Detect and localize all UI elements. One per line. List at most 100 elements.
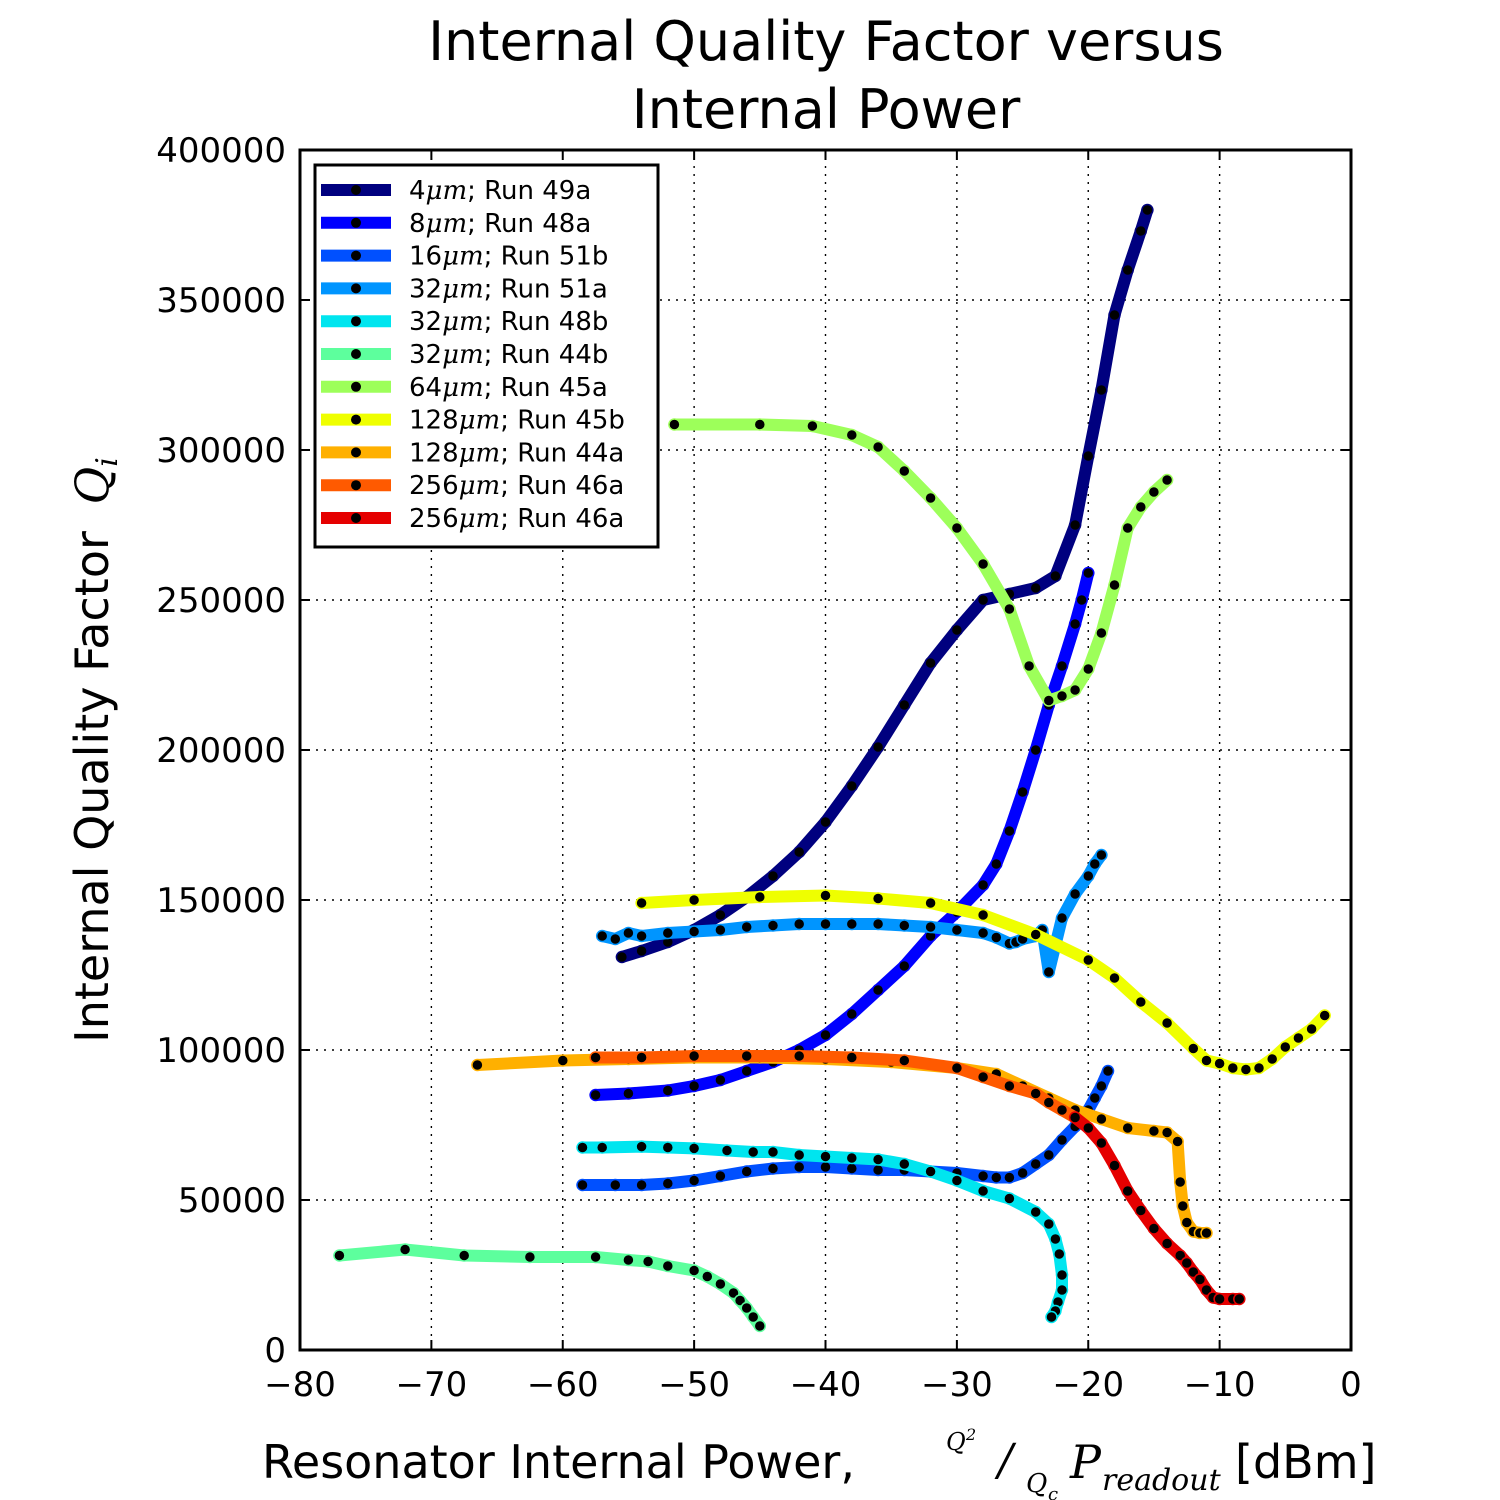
- data-point: [1003, 1079, 1016, 1093]
- data-point: [1095, 1079, 1108, 1093]
- data-point: [924, 920, 937, 934]
- data-point: [898, 919, 911, 932]
- data-point: [1252, 1061, 1266, 1075]
- data-point: [1160, 473, 1174, 487]
- data-point: [1049, 569, 1062, 583]
- data-point: [609, 932, 622, 946]
- data-point: [990, 931, 1003, 944]
- series: [333, 1243, 767, 1333]
- legend-marker: [351, 185, 361, 195]
- x-tick-label: −80: [264, 1365, 336, 1405]
- legend-entry: 32μm; Run 51a: [321, 274, 608, 304]
- data-point: [871, 917, 885, 931]
- legend-entry: 64μm; Run 45a: [321, 373, 608, 403]
- x-tick-label: −40: [790, 1365, 862, 1405]
- legend-entry: 128μm; Run 44a: [321, 438, 624, 468]
- data-point: [990, 857, 1003, 871]
- data-point: [714, 1169, 727, 1183]
- legend-label: 4μm; Run 49a: [409, 176, 591, 206]
- data-point: [740, 1049, 753, 1063]
- data-point: [1200, 1054, 1213, 1067]
- data-point: [1095, 1136, 1108, 1150]
- data-point: [1016, 1166, 1029, 1180]
- data-point: [1055, 659, 1069, 673]
- data-point: [687, 1174, 701, 1187]
- legend-entry: 8μm; Run 48a: [321, 209, 591, 239]
- data-point: [635, 1140, 648, 1153]
- data-point: [1049, 1232, 1062, 1246]
- data-point: [1088, 857, 1102, 871]
- data-point: [622, 1253, 635, 1267]
- data-point: [792, 1148, 806, 1162]
- data-point: [1055, 1133, 1069, 1147]
- series: [615, 203, 1154, 964]
- data-point: [871, 440, 885, 454]
- data-point: [1042, 694, 1056, 707]
- data-point: [457, 1249, 471, 1262]
- x-tick-label: −50: [658, 1365, 730, 1405]
- data-point: [753, 890, 767, 904]
- data-point: [1022, 659, 1036, 673]
- data-point: [1055, 689, 1069, 703]
- data-point: [589, 1088, 602, 1102]
- data-point: [1082, 662, 1095, 676]
- data-point: [976, 1184, 990, 1198]
- data-point: [845, 1007, 859, 1021]
- data-point: [1003, 1192, 1016, 1205]
- data-point: [806, 419, 819, 433]
- data-point: [687, 1264, 701, 1277]
- data-point: [1068, 887, 1082, 901]
- series-line: [620, 208, 1154, 963]
- data-point: [576, 1141, 589, 1154]
- data-point: [333, 1249, 346, 1262]
- y-axis-symbol-sub: i: [90, 457, 125, 467]
- x-axis-label: Resonator Internal Power, Q 2 / Q c P re…: [262, 1425, 1376, 1500]
- y-tick-label: 400000: [156, 131, 286, 171]
- data-point: [898, 1054, 911, 1067]
- data-point: [976, 1169, 990, 1183]
- data-point: [1082, 1121, 1095, 1135]
- data-point: [898, 959, 911, 973]
- data-point: [740, 1165, 753, 1178]
- data-point: [1213, 1292, 1226, 1306]
- data-point: [819, 815, 832, 829]
- data-point: [398, 1243, 412, 1256]
- data-point: [819, 1028, 832, 1042]
- x-tick-label: −10: [1184, 1365, 1256, 1405]
- data-point: [792, 845, 806, 859]
- data-point: [1095, 383, 1108, 397]
- data-point: [950, 1061, 964, 1075]
- data-point: [714, 1277, 727, 1291]
- data-point: [589, 1250, 602, 1264]
- data-point: [1226, 1061, 1240, 1075]
- legend-label: 32μm; Run 48b: [409, 307, 608, 337]
- data-point: [1134, 1204, 1148, 1217]
- data-point: [950, 1174, 964, 1187]
- ticks: −80 −70 −60 −50 −40 −30 −20 −10 0 0 50000 100000 150…: [156, 131, 1362, 1405]
- data-point: [924, 656, 937, 670]
- legend-marker: [351, 316, 361, 327]
- data-point: [1068, 683, 1082, 697]
- y-tick-label: 50000: [178, 1181, 286, 1221]
- data-point: [819, 1150, 832, 1163]
- data-point: [990, 1171, 1003, 1184]
- data-point: [635, 896, 648, 910]
- data-point: [1187, 1042, 1200, 1055]
- data-point: [556, 1054, 570, 1067]
- data-point: [1029, 1087, 1042, 1100]
- series: [576, 1140, 1069, 1324]
- data-point: [1068, 518, 1082, 532]
- series-line: [600, 851, 1107, 978]
- data-point: [1003, 824, 1016, 838]
- y-axis-label: Internal Quality Factor Qi: [65, 457, 125, 1043]
- x-tick-label: −60: [527, 1365, 599, 1405]
- data-point: [1068, 617, 1082, 631]
- y-tick-label: 200000: [156, 731, 286, 771]
- data-point: [661, 1259, 675, 1273]
- data-point: [1239, 1063, 1253, 1076]
- legend-marker: [351, 414, 361, 425]
- data-point: [1121, 521, 1134, 535]
- data-point: [898, 1157, 911, 1171]
- data-point: [714, 923, 727, 937]
- data-point: [792, 1049, 806, 1063]
